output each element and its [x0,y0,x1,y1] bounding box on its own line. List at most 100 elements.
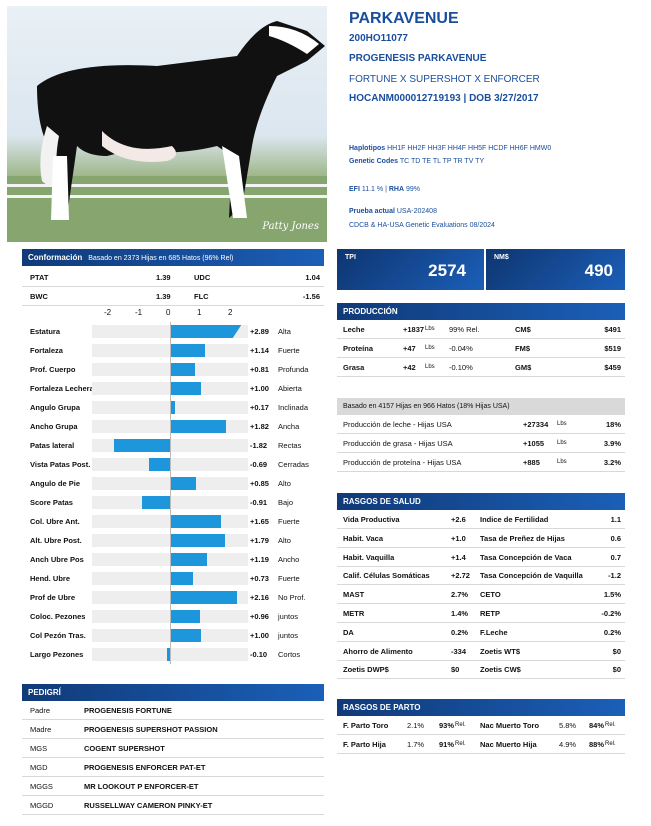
salud-label2: Zoetis WT$ [480,646,521,656]
trait-desc: Alta [278,327,291,336]
trait-bar [170,477,197,490]
prod-value: +42 [403,363,416,372]
trait-row: Angulo Grupa +0.17 Inclinada [22,398,324,417]
reg-code: 200HO11077 [349,33,408,44]
separator [22,757,324,758]
salud-label1: Habit. Vaca [343,533,384,543]
parto-value1: 2.1% [407,721,425,730]
pedigree-row: MGGS MR LOOKOUT P ENFORCER-ET [22,777,324,796]
trait-bar [170,553,207,566]
salud-row: METR 1.4% RETP -0.2% [337,604,625,623]
trait-name: Anch Ubre Pos [30,555,84,564]
pedigree-name: PROGENESIS ENFORCER PAT-ET [84,763,206,772]
pedigree-name: COGENT SUPERSHOT [84,744,165,753]
produccion-table: Leche +1837 Lbs 99% Rel. CM$ $491 Proteína +47 L… [337,320,625,378]
trait-value: +1.14 [250,346,269,355]
hijas-header: Basado en 4157 Hijas en 966 Hatos (18% H… [337,398,625,415]
salud-value1: +1.4 [451,552,466,562]
summary-row: BWC 1.39 FLC -1.56 [22,287,324,306]
trait-value: +1.00 [250,384,269,393]
pedigree-name: MR LOOKOUT P ENFORCER-ET [84,782,199,791]
produccion-row: Grasa +42 Lbs -0.10% GM$ $459 [337,358,625,377]
trait-row: Prof. Cuerpo +0.81 Profunda [22,360,324,379]
salud-label1: Ahorro de Alimento [343,646,413,656]
hijas-row: Producción de leche - Hijas USA +27334 Lbs… [337,415,625,434]
salud-label1: Habit. Vaquilla [343,552,395,562]
parto-label1: F. Parto Toro [343,721,389,730]
trait-desc: Alto [278,536,291,545]
salud-label2: Zoetis CW$ [480,665,521,675]
prod-value: +1837 [403,325,425,334]
separator [22,305,324,306]
salud-row: Ahorro de Alimento -334 Zoetis WT$ $0 [337,642,625,661]
summary-value: 1.39 [156,273,171,282]
salud-value1: +1.0 [451,533,466,543]
separator [22,286,324,287]
haplo-label: Haplotipos [349,145,386,152]
trait-bar [170,534,226,547]
salud-value2: 0.2% [603,627,621,637]
trait-row: Fortaleza +1.14 Fuerte [22,341,324,360]
salud-label2: CETO [480,590,501,600]
parto-row: F. Parto Hija 1.7% 91% Rel. Nac Muerto Hija 4… [337,735,625,754]
trait-desc: Alto [278,479,291,488]
prod-unit: Lbs [425,326,435,332]
trait-row: Ancho Grupa +1.82 Ancha [22,417,324,436]
parto-value1: 1.7% [407,740,425,749]
tpi-value: 2574 [428,261,466,280]
separator [337,603,625,605]
parto-value2: 5.8% [559,721,577,730]
prod-unit: Lbs [425,364,435,370]
nm-value: 490 [584,261,613,280]
scale-tick-label: 2 [228,308,233,317]
trait-value: -1.82 [250,441,268,450]
trait-bar [170,572,193,585]
conformacion-summary: PTAT 1.39 UDC 1.04 BWC 1.39 FLC -1.56 [22,268,324,308]
trait-bar [170,420,227,433]
salud-value1: $0 [451,665,460,675]
rha-value: 99% [405,186,420,193]
trait-value: +0.81 [250,365,269,374]
separator [337,753,625,754]
trait-desc: juntos [278,612,299,621]
parto-table: F. Parto Toro 2.1% 93% Rel. Nac Muerto Toro 5… [337,716,625,756]
trait-desc: No Prof. [278,593,306,602]
hijas-unit: Lbs [557,459,567,465]
trait-row: Angulo de Pie +0.85 Alto [22,474,324,493]
parto-rel1: 91% [439,740,455,749]
separator [337,640,625,642]
scale-tick-label: -2 [104,308,112,317]
conformacion-chart: -2 -1 0 1 2 Estatura +2.89 Alta Fortaleza +1.14 F… [22,308,324,668]
pedigri-table: Padre PROGENESIS FORTUNE Madre PROGENESIS S… [22,701,324,819]
pedigree-row: Padre PROGENESIS FORTUNE [22,701,324,720]
prod-label2: FM$ [515,344,530,353]
parto-rel-unit2: Rel. [605,722,616,728]
parto-label1: F. Parto Hija [343,740,386,749]
pedigree-name: PROGENESIS FORTUNE [84,706,172,715]
salud-label2: Tasa Concepción de Vaca [480,552,572,562]
parto-rel-unit1: Rel. [455,722,466,728]
salud-row: DA 0.2% F.Leche 0.2% [337,623,625,642]
trait-bar [141,496,170,509]
cdcb-note: CDCB & HA-USA Genetic Evaluations 08/202… [349,222,495,229]
salud-label1: DA [343,627,354,637]
separator [337,622,625,623]
separator [337,528,625,529]
pedigree-relation: MGS [30,744,48,753]
trait-desc: Cerradas [278,460,309,469]
trait-bar [148,458,170,471]
trait-value: +0.96 [250,612,269,621]
salud-value1: +2.6 [451,515,466,524]
separator [22,738,324,739]
prod-value: +47 [403,344,416,353]
trait-name: Score Patas [30,498,73,507]
trait-name: Hend. Ubre [30,574,71,583]
trait-name: Col Pezón Tras. [30,631,86,640]
salud-value1: 1.4% [451,609,469,618]
parto-row: F. Parto Toro 2.1% 93% Rel. Nac Muerto Toro 5… [337,716,625,735]
trait-value: -0.69 [250,460,268,469]
trait-name: Fortaleza [30,346,63,355]
separator [22,795,324,796]
separator [337,659,625,661]
separator [337,471,625,472]
